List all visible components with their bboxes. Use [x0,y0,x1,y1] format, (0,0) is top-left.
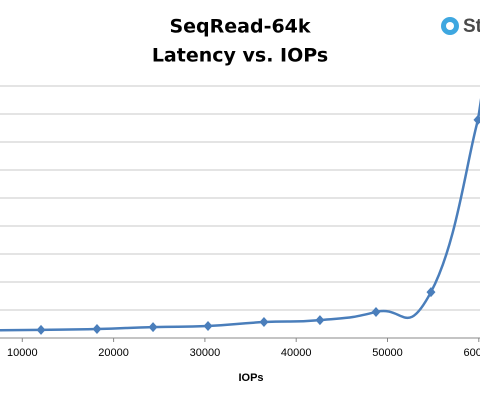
x-axis-title: IOPs [238,372,263,384]
marker [36,324,46,335]
marker [148,322,158,333]
x-tick-label: 10000 [7,347,38,359]
line [0,97,480,332]
marker [473,114,480,125]
x-tick-label: 20000 [98,347,129,359]
x-tick-label: 50000 [372,347,403,359]
x-tick-label: 30000 [190,347,221,359]
marker [315,315,325,326]
logo-icon-hole [446,22,454,30]
x-tick-label: 60000 [464,347,480,359]
logo-text: St [463,16,480,37]
x-tick-label: 40000 [281,347,312,359]
marker [371,306,381,317]
chart-title: SeqRead-64k [169,16,310,38]
marker [92,324,102,335]
marker [259,317,269,328]
chart-subtitle: Latency vs. IOPs [152,45,328,67]
marker [203,320,213,331]
marker [426,287,436,298]
